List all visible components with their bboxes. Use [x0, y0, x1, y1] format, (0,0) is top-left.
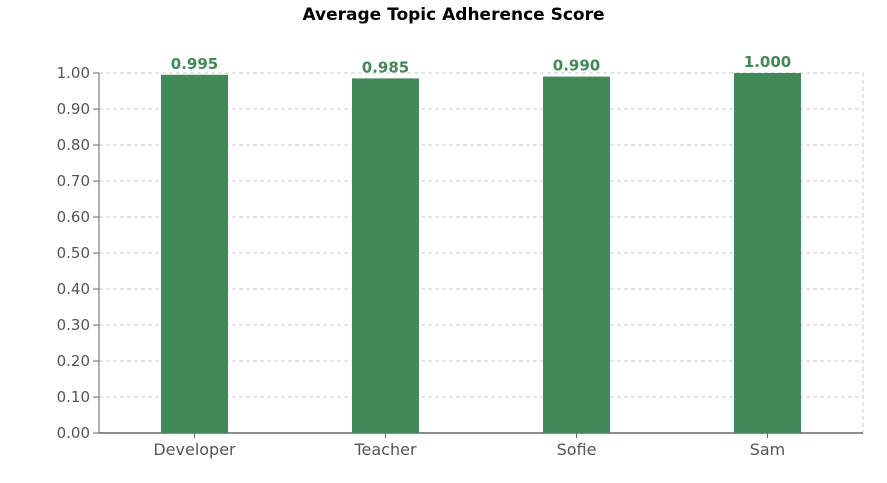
y-tick-label: 0.60 — [57, 208, 90, 226]
y-tick-label: 0.80 — [57, 136, 90, 154]
labels: 0.00 0.10 0.20 0.30 0.40 0.50 0.60 0.70 0.80 0.90… — [57, 53, 792, 459]
y-tick-label: 0.20 — [57, 352, 90, 370]
y-tick-label: 0.90 — [57, 100, 90, 118]
y-tick-label: 0.30 — [57, 316, 90, 334]
y-tick-label: 0.10 — [57, 388, 90, 406]
bar-sofie — [543, 76, 610, 433]
bar-teacher — [352, 78, 419, 434]
y-tick-label: 0.50 — [57, 244, 90, 262]
y-tick-label: 0.00 — [57, 424, 90, 442]
bar-developer — [161, 74, 228, 434]
x-tick-label: Developer — [153, 440, 236, 459]
x-tick-label: Teacher — [353, 440, 416, 459]
y-tick-label: 0.70 — [57, 172, 90, 190]
data-label: 0.990 — [553, 57, 600, 75]
bars — [161, 73, 801, 434]
data-label: 0.995 — [171, 55, 218, 73]
data-label: 1.000 — [744, 53, 791, 71]
x-tick-label: Sam — [750, 440, 786, 459]
y-tick-label: 1.00 — [57, 64, 90, 82]
x-tick-label: Sofie — [557, 440, 597, 459]
bar-sam — [734, 73, 801, 433]
data-label: 0.985 — [362, 58, 409, 76]
chart-title: Average Topic Adherence Score — [302, 5, 605, 25]
y-tick-label: 0.40 — [57, 280, 90, 298]
